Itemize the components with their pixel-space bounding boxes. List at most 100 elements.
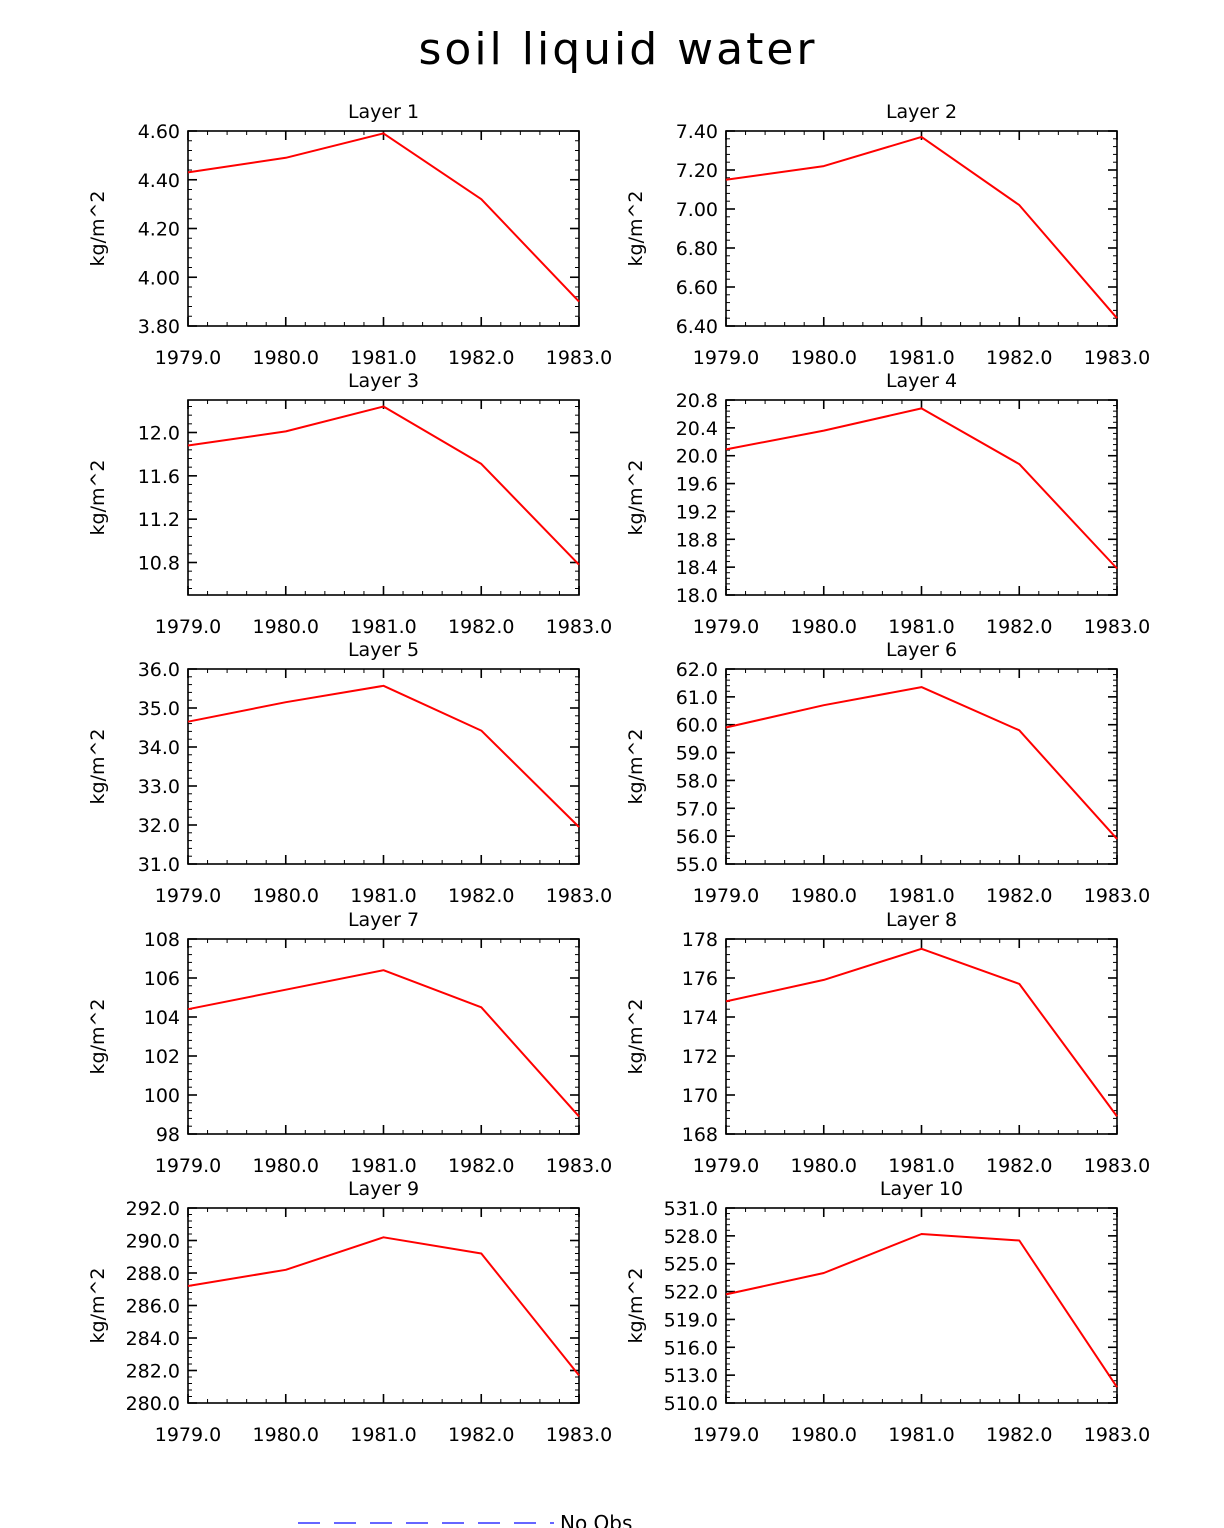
y-tick-label: 4.20: [138, 219, 180, 241]
plot-frame: [725, 668, 1118, 865]
y-tick-label: 19.2: [676, 501, 718, 523]
x-tick-label: 1980.0: [791, 1424, 857, 1446]
x-tick-label: 1981.0: [350, 1155, 416, 1177]
y-tick-label: 61.0: [676, 687, 718, 709]
x-tick-label: 1980.0: [791, 885, 857, 907]
y-tick-label: 108: [144, 929, 180, 951]
y-axis-label: kg/m^2: [625, 729, 647, 805]
y-axis-label: kg/m^2: [87, 1268, 109, 1344]
y-tick-label: 282.0: [126, 1361, 180, 1383]
x-tick-label: 1980.0: [253, 1424, 319, 1446]
y-tick-label: 280.0: [126, 1393, 180, 1415]
y-tick-label: 11.6: [138, 466, 180, 488]
y-tick-label: 4.40: [138, 170, 180, 192]
panel-title: Layer 7: [348, 909, 419, 931]
x-tick-label: 1983.0: [1084, 1155, 1150, 1177]
x-tick-label: 1981.0: [888, 616, 954, 638]
y-tick-label: 6.80: [676, 238, 718, 260]
x-tick-label: 1979.0: [693, 347, 759, 369]
x-tick-label: 1981.0: [350, 885, 416, 907]
y-tick-label: 522.0: [664, 1282, 718, 1304]
panel-title: Layer 3: [348, 370, 419, 392]
x-tick-label: 1983.0: [1084, 1424, 1150, 1446]
y-tick-label: 510.0: [664, 1393, 718, 1415]
chart-panel-10: Layer 10 kg/m^2 1979.0 1980.0 1981.0 1982.0 19…: [625, 1178, 1150, 1446]
panel-title: Layer 9: [348, 1178, 419, 1200]
x-tick-label: 1980.0: [791, 1155, 857, 1177]
y-tick-label: 292.0: [126, 1198, 180, 1220]
y-tick-label: 7.40: [676, 121, 718, 143]
y-tick-label: 100: [144, 1085, 180, 1107]
plot-frame: [187, 130, 580, 327]
y-tick-label: 18.8: [676, 529, 718, 551]
y-tick-label: 170: [682, 1085, 718, 1107]
panel-title: Layer 5: [348, 639, 419, 661]
x-tick-label: 1982.0: [986, 1424, 1052, 1446]
plot-frame: [725, 1207, 1118, 1404]
y-tick-label: 10.8: [138, 553, 180, 575]
y-tick-label: 36.0: [138, 659, 180, 681]
x-tick-label: 1981.0: [350, 1424, 416, 1446]
x-tick-label: 1982.0: [986, 885, 1052, 907]
series-line: [187, 405, 580, 566]
panel-title: Layer 8: [886, 909, 957, 931]
y-tick-label: 513.0: [664, 1365, 718, 1387]
x-tick-label: 1983.0: [546, 1155, 612, 1177]
y-tick-label: 19.6: [676, 474, 718, 496]
y-axis-label: kg/m^2: [625, 999, 647, 1075]
chart-panel-6: Layer 6 kg/m^2 1979.0 1980.0 1981.0 1982.0 198…: [625, 639, 1150, 907]
x-tick-label: 1980.0: [253, 1155, 319, 1177]
y-axis-label: kg/m^2: [87, 729, 109, 805]
y-tick-label: 32.0: [138, 815, 180, 837]
y-tick-label: 18.4: [676, 557, 718, 579]
y-tick-label: 178: [682, 929, 718, 951]
y-axis-label: kg/m^2: [625, 460, 647, 536]
plot-frame: [187, 399, 580, 596]
y-tick-label: 62.0: [676, 659, 718, 681]
y-tick-label: 531.0: [664, 1198, 718, 1220]
y-tick-label: 18.0: [676, 585, 718, 607]
x-tick-label: 1983.0: [546, 885, 612, 907]
y-tick-label: 284.0: [126, 1328, 180, 1350]
x-tick-label: 1980.0: [253, 347, 319, 369]
y-tick-label: 168: [682, 1124, 718, 1146]
panels: Layer 1 kg/m^2 1979.0 1980.0 1981.0 1982.0 198…: [87, 101, 1150, 1446]
x-tick-label: 1979.0: [155, 616, 221, 638]
y-tick-label: 7.00: [676, 199, 718, 221]
y-tick-label: 35.0: [138, 698, 180, 720]
x-tick-label: 1981.0: [350, 347, 416, 369]
y-tick-label: 516.0: [664, 1337, 718, 1359]
y-tick-label: 57.0: [676, 798, 718, 820]
x-tick-label: 1979.0: [155, 1155, 221, 1177]
x-tick-label: 1982.0: [986, 1155, 1052, 1177]
x-tick-label: 1979.0: [155, 885, 221, 907]
y-tick-label: 11.2: [138, 509, 180, 531]
series-line: [725, 135, 1118, 319]
x-tick-label: 1982.0: [986, 347, 1052, 369]
x-tick-label: 1983.0: [546, 1424, 612, 1446]
y-tick-label: 104: [144, 1007, 180, 1029]
y-tick-label: 3.80: [138, 316, 180, 338]
y-tick-label: 20.4: [676, 418, 718, 440]
y-tick-label: 6.40: [676, 316, 718, 338]
y-tick-label: 7.20: [676, 160, 718, 182]
x-tick-label: 1980.0: [253, 885, 319, 907]
series-line: [725, 1233, 1118, 1388]
y-tick-label: 286.0: [126, 1296, 180, 1318]
y-tick-label: 34.0: [138, 737, 180, 759]
x-tick-label: 1979.0: [155, 1424, 221, 1446]
plot-frame: [725, 130, 1118, 327]
y-axis-label: kg/m^2: [625, 191, 647, 267]
chart-panel-2: Layer 2 kg/m^2 1979.0 1980.0 1981.0 1982.0 198…: [625, 101, 1150, 369]
x-tick-label: 1983.0: [1084, 616, 1150, 638]
series-line: [187, 1236, 580, 1377]
y-tick-label: 174: [682, 1007, 718, 1029]
legend: No Obs: [298, 1511, 632, 1528]
y-tick-label: 60.0: [676, 715, 718, 737]
y-tick-label: 4.60: [138, 121, 180, 143]
panel-title: Layer 4: [886, 370, 957, 392]
figure-title: soil liquid water: [418, 24, 817, 75]
y-tick-label: 172: [682, 1046, 718, 1068]
series-line: [725, 947, 1118, 1117]
